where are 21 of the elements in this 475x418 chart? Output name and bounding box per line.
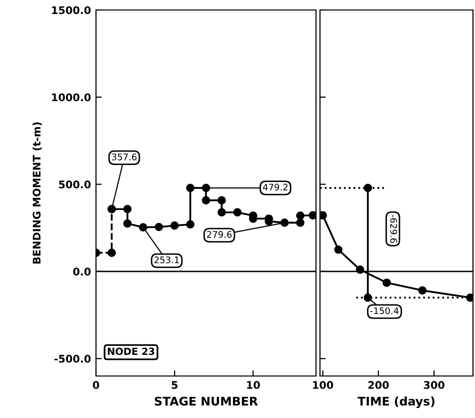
annotation: 253.1 — [154, 256, 179, 264]
y-tick-label: 0.0 — [73, 268, 91, 276]
annotation: 479.2 — [262, 184, 288, 191]
annotation: -629.6 — [390, 214, 398, 243]
y-tick-label: -500.0 — [54, 354, 91, 363]
annotation: -150.4 — [370, 307, 399, 314]
y-tick-label: 1000.0 — [52, 93, 91, 102]
y-axis-title: BENDING MOMENT (t-m) — [32, 122, 42, 264]
x-tick-label: 100 — [313, 381, 334, 389]
y-tick-label: 1500.0 — [52, 6, 91, 14]
annotation: 357.6 — [112, 154, 137, 160]
y-tick-label: 500.0 — [58, 180, 91, 188]
x-axis-title: STAGE NUMBER — [154, 396, 258, 406]
x-tick-label: 5 — [172, 381, 178, 389]
x-tick-label: 200 — [368, 381, 389, 389]
annotation: NODE 23 — [108, 348, 154, 356]
x-tick-label: 300 — [424, 381, 444, 389]
x-axis-title: TIME (days) — [358, 396, 434, 408]
x-tick-label: 0 — [92, 381, 100, 389]
annotation: 279.6 — [207, 230, 232, 238]
x-tick-label: 10 — [247, 381, 260, 389]
